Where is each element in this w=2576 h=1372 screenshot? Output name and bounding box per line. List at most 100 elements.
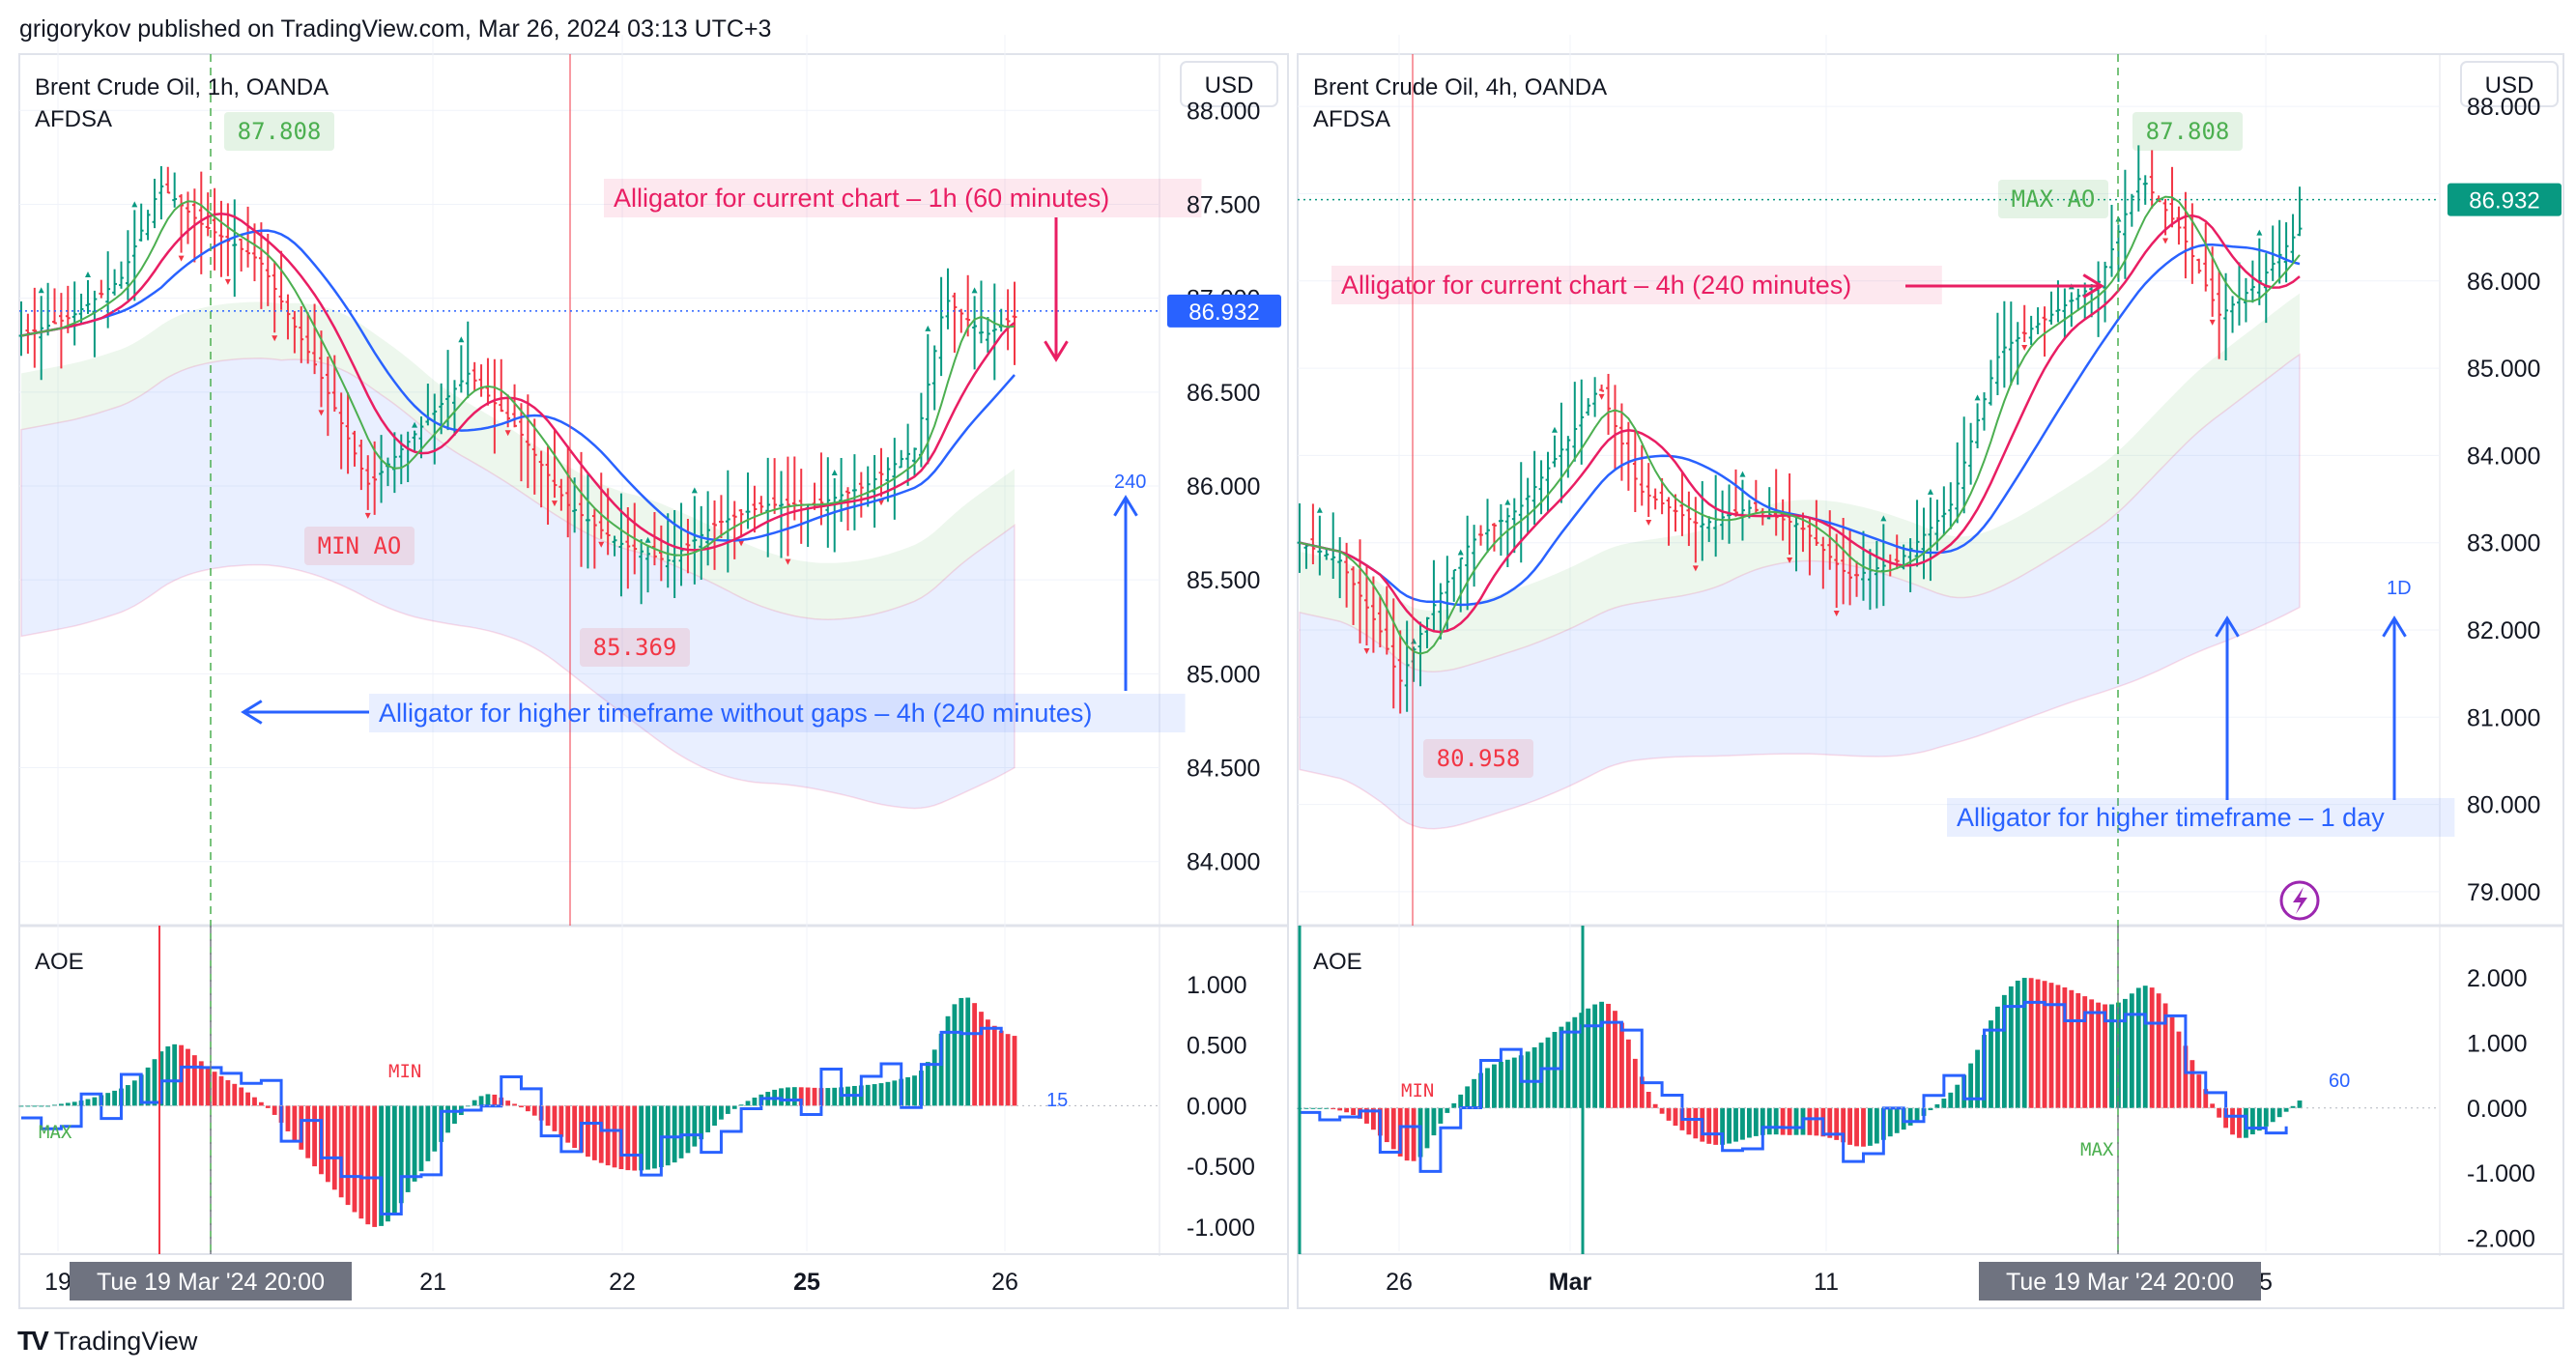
lightning-icon[interactable] — [2279, 880, 2320, 921]
price-tick-label: 88.000 — [2467, 94, 2540, 121]
ao-histogram-bar — [1720, 1107, 1726, 1145]
ao-histogram-bar — [2290, 1105, 2296, 1108]
right-panel[interactable]: Brent Crude Oil, 4h, OANDA AFDSA AOE 87.808… — [1297, 35, 2564, 1309]
ao-histogram-bar — [1431, 1107, 1437, 1136]
left-price-axis[interactable]: USD88.00087.50087.00086.50086.00085.5008… — [44, 61, 1281, 1301]
ao-histogram-bar — [1887, 1107, 1893, 1137]
ao-histogram-bar — [979, 1012, 984, 1106]
ao-histogram-bar — [1827, 1107, 1833, 1138]
ao-histogram-bar — [558, 1105, 564, 1137]
fractal-marker — [458, 336, 465, 343]
ao-histogram-bar — [191, 1055, 197, 1106]
right-price-axis[interactable]: USD88.00087.00086.00085.00084.00083.0008… — [1386, 61, 2562, 1301]
annotation-arrow-head — [2082, 273, 2104, 299]
ao-histogram-bar — [418, 1105, 424, 1172]
ao-histogram-bar — [1498, 1061, 1503, 1108]
ao-histogram-bar — [1659, 1107, 1665, 1114]
alligator-jaw-line — [20, 229, 1016, 542]
ao-histogram-bar — [938, 1033, 944, 1106]
oscillator-max-label: MAX — [39, 1122, 72, 1143]
ao-histogram-bar — [1384, 1107, 1389, 1143]
annotation-arrow-head — [2382, 615, 2407, 638]
ao-histogram-bar — [1652, 1103, 1658, 1108]
crosshair-time-label-bg — [1979, 1262, 2261, 1301]
ao-histogram-bar — [2142, 986, 2148, 1108]
price-tick-label: 88.000 — [1187, 98, 1260, 125]
ao-histogram-bar — [32, 1105, 38, 1107]
left-grid — [19, 35, 1159, 1251]
ao-histogram-bar — [692, 1105, 698, 1147]
ao-histogram-bar — [245, 1092, 250, 1106]
ao-histogram-bar — [1968, 1063, 1974, 1108]
ao-histogram-bar — [105, 1093, 111, 1106]
ao-histogram-bar — [225, 1080, 231, 1106]
price-tick-label: 86.000 — [1187, 473, 1260, 500]
ao-histogram-bar — [2230, 1107, 2235, 1135]
high-price-label: 87.808 — [238, 118, 322, 145]
ao-histogram-bar — [952, 1004, 958, 1106]
ao-histogram-bar — [338, 1105, 344, 1198]
ao-histogram-bar — [545, 1105, 551, 1127]
ao-histogram-bar — [112, 1090, 117, 1106]
ao-histogram-bar — [2042, 981, 2047, 1108]
ao-histogram-bar — [1793, 1107, 1799, 1135]
ao-histogram-bar — [405, 1105, 411, 1192]
ao-histogram-bar — [1713, 1107, 1719, 1145]
high-price-label-bg — [2132, 112, 2243, 151]
crosshair-time-label-bg — [70, 1262, 352, 1301]
annotation-arrow-head — [1113, 495, 1138, 517]
ao-histogram-bar — [186, 1048, 190, 1106]
oscillator-tick-label: 0.000 — [2467, 1096, 2528, 1123]
ao-histogram-bar — [2190, 1060, 2195, 1108]
ao-histogram-bar — [1492, 1064, 1497, 1108]
ao-histogram-bar — [305, 1105, 311, 1158]
ao-histogram-bar — [158, 1051, 164, 1106]
ao-histogram-bar — [2135, 987, 2141, 1108]
ao-histogram-bar — [212, 1072, 217, 1106]
ao-histogram-bar — [2169, 1016, 2175, 1108]
ao-histogram-bar — [1445, 1107, 1450, 1113]
ao-histogram-bar — [412, 1105, 417, 1182]
ao-histogram-bar — [452, 1105, 457, 1125]
ao-histogram-bar — [699, 1105, 704, 1140]
ao-histogram-bar — [2217, 1107, 2222, 1118]
ao-histogram-bar — [1404, 1107, 1410, 1161]
ao-histogram-bar — [565, 1105, 571, 1143]
currency-button — [1180, 61, 1278, 107]
ao-histogram-bar — [386, 1105, 390, 1222]
alligator-lips-line — [1299, 195, 2301, 655]
left-panel[interactable]: Brent Crude Oil, 1h, OANDA AFDSA AOE 87.808… — [18, 35, 1289, 1309]
ao-histogram-bar — [2055, 985, 2061, 1108]
ao-histogram-bar — [519, 1105, 524, 1108]
cloud-blue-area — [1299, 353, 2301, 830]
fractal-marker — [1457, 549, 1464, 556]
ao-histogram-bar — [432, 1105, 438, 1152]
ao-histogram-bar — [372, 1105, 378, 1227]
ao-histogram-bar — [45, 1105, 50, 1107]
ao-histogram-bar — [2008, 986, 2014, 1108]
ao-histogram-bar — [2089, 999, 2095, 1108]
ao-histogram-bar — [1451, 1102, 1457, 1108]
fractal-marker — [1833, 610, 1840, 616]
ao-histogram-bar — [878, 1083, 884, 1106]
tradingview-logo[interactable]: TV TradingView — [17, 1326, 197, 1357]
alligator-teeth-line — [1299, 214, 2301, 634]
oscillator-tick-label: -1.000 — [1187, 1215, 1255, 1242]
fractal-marker — [831, 470, 838, 476]
ao-histogram-bar — [445, 1105, 450, 1133]
ao-histogram-bar — [1317, 1107, 1323, 1109]
ao-histogram-bar — [1814, 1107, 1819, 1136]
ao-histogram-bar — [239, 1087, 244, 1106]
ao-histogram-bar — [492, 1094, 498, 1106]
fractal-marker — [644, 536, 651, 543]
ao-histogram-bar — [591, 1105, 597, 1160]
annotation-bg — [1947, 798, 2455, 837]
price-tick-label: 85.000 — [2467, 356, 2540, 383]
ao-extreme-label-bg — [304, 527, 415, 565]
right-candles — [1297, 145, 2303, 714]
alligator-teeth-line — [20, 212, 1016, 552]
ao-histogram-bar — [379, 1105, 384, 1226]
ao-histogram-bar — [1619, 1022, 1624, 1108]
ao-histogram-bar — [1995, 1006, 2000, 1108]
